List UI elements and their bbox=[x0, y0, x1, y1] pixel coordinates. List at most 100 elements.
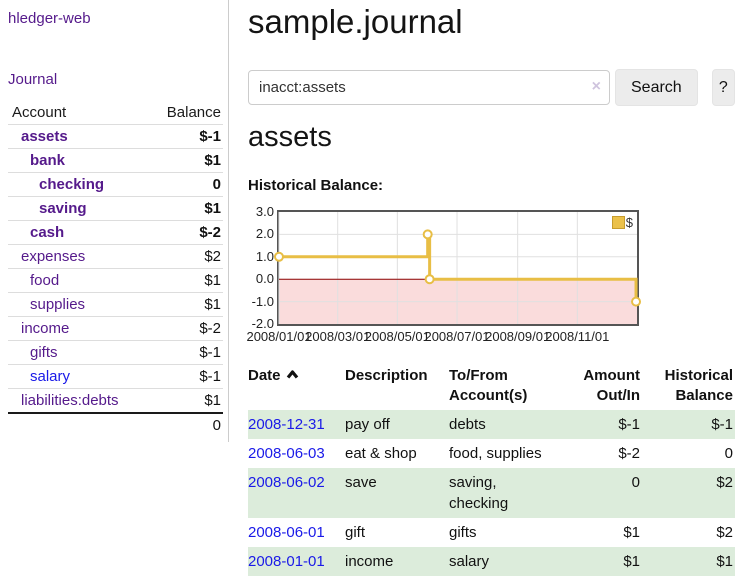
account-link-assets[interactable]: assets bbox=[21, 128, 68, 145]
account-row: expenses $2 bbox=[8, 244, 223, 269]
account-link-salary[interactable]: salary bbox=[30, 368, 71, 385]
search-box: × bbox=[248, 70, 610, 105]
transaction-accounts: food, supplies bbox=[449, 445, 542, 462]
register-header-row: Date Description To/From Account(s) Amount … bbox=[248, 362, 735, 410]
chart-plot-area: $ bbox=[274, 210, 642, 326]
transaction-amount: $-2 bbox=[618, 445, 640, 462]
y-tick-label: 1.0 bbox=[255, 248, 274, 264]
search-button[interactable]: Search bbox=[615, 69, 698, 106]
transaction-description: eat & shop bbox=[345, 445, 417, 462]
main-content: sample.journal × Search ? assets Histori… bbox=[246, 0, 735, 576]
account-link-bank[interactable]: bank bbox=[30, 152, 66, 169]
account-balance: $1 bbox=[148, 148, 223, 173]
register-row: 2008-06-03 eat & shop food, supplies $-2 0 bbox=[248, 439, 735, 468]
transaction-date-link[interactable]: 2008-06-03 bbox=[248, 445, 325, 462]
clear-search-icon[interactable]: × bbox=[591, 78, 601, 95]
account-heading: assets bbox=[248, 121, 332, 153]
account-row: income $-2 bbox=[8, 316, 223, 341]
transaction-date-link[interactable]: 2008-01-01 bbox=[248, 553, 325, 570]
account-balance: $-2 bbox=[148, 316, 223, 341]
sort-ascending-icon bbox=[286, 370, 298, 379]
transaction-description: gift bbox=[345, 524, 366, 541]
transaction-accounts: saving, checking bbox=[449, 468, 557, 518]
account-row: supplies $1 bbox=[8, 292, 223, 317]
account-balance: $1 bbox=[148, 196, 223, 221]
account-row: checking 0 bbox=[8, 172, 223, 197]
transaction-balance: $-1 bbox=[642, 410, 735, 439]
transaction-balance: $1 bbox=[642, 547, 735, 576]
transaction-date-link[interactable]: 2008-06-02 bbox=[248, 474, 325, 491]
account-balance: 0 bbox=[148, 172, 223, 197]
register-row: 2008-01-01 income salary $1 $1 bbox=[248, 547, 735, 576]
register-row: 2008-06-01 gift gifts $1 $2 bbox=[248, 518, 735, 547]
account-row: bank $1 bbox=[8, 148, 223, 173]
register-header-date[interactable]: Date bbox=[248, 362, 345, 410]
accounts-header-balance: Balance bbox=[166, 104, 221, 121]
transaction-balance: 0 bbox=[724, 445, 733, 462]
y-tick-label: 2.0 bbox=[255, 226, 274, 242]
register-header-amount: Amount Out/In bbox=[583, 367, 640, 404]
x-tick-label: 2008/05/01 bbox=[364, 329, 430, 344]
transaction-balance: $2 bbox=[716, 524, 733, 541]
account-balance: $-1 bbox=[148, 340, 223, 365]
y-tick-label: -1.0 bbox=[251, 293, 274, 309]
accounts-table: Account Balance assets $-1 bank $1 checking 0… bbox=[8, 101, 223, 437]
account-balance: $1 bbox=[148, 292, 223, 317]
accounts-total-row: 0 bbox=[8, 412, 223, 437]
x-tick-label: 2008/09/01 bbox=[485, 329, 551, 344]
account-link-expenses[interactable]: expenses bbox=[21, 248, 86, 265]
account-link-food[interactable]: food bbox=[30, 272, 60, 289]
transaction-description: save bbox=[345, 468, 449, 518]
legend-swatch-icon bbox=[611, 216, 625, 229]
register-header-accounts: To/From Account(s) bbox=[449, 367, 528, 404]
account-link-gifts[interactable]: gifts bbox=[30, 344, 58, 361]
account-row: cash $-2 bbox=[8, 220, 223, 245]
transaction-amount: $1 bbox=[557, 547, 642, 576]
account-balance: $1 bbox=[148, 268, 223, 293]
accounts-header-account: Account bbox=[12, 104, 67, 121]
transaction-date-link[interactable]: 2008-06-01 bbox=[248, 524, 325, 541]
accounts-total-balance: 0 bbox=[148, 412, 223, 437]
account-row: saving $1 bbox=[8, 196, 223, 221]
account-link-income[interactable]: income bbox=[21, 320, 70, 337]
x-tick-label: 2008/03/01 bbox=[305, 329, 371, 344]
x-tick-label: 2008/07/01 bbox=[424, 329, 490, 344]
journal-link[interactable]: Journal bbox=[8, 71, 58, 88]
y-tick-label: 3.0 bbox=[255, 204, 274, 219]
account-link-saving[interactable]: saving bbox=[39, 200, 87, 217]
account-balance: $2 bbox=[148, 244, 223, 269]
transaction-accounts: salary bbox=[449, 547, 557, 576]
y-tick-label: -2.0 bbox=[251, 316, 274, 331]
sidebar: hledger-web Journal Account Balance asse… bbox=[0, 0, 229, 442]
help-button[interactable]: ? bbox=[711, 69, 735, 106]
register-table: Date Description To/From Account(s) Amount … bbox=[248, 362, 735, 576]
historical-balance-chart: 3.0 2.0 1.0 0.0 -1.0 -2.0 $ 2008/01/01 2008/03… bbox=[246, 203, 735, 345]
account-row: salary $-1 bbox=[8, 364, 223, 389]
legend-label: $ bbox=[625, 215, 633, 230]
account-link-checking[interactable]: checking bbox=[39, 176, 105, 193]
transaction-accounts: gifts bbox=[449, 524, 477, 541]
app-title-link[interactable]: hledger-web bbox=[8, 10, 91, 27]
account-balance: $1 bbox=[148, 388, 223, 413]
account-row: assets $-1 bbox=[8, 124, 223, 149]
transaction-description: pay off bbox=[345, 410, 449, 439]
page-title: sample.journal bbox=[248, 3, 463, 40]
search-input[interactable] bbox=[248, 70, 610, 105]
account-link-supplies[interactable]: supplies bbox=[30, 296, 86, 313]
account-row: gifts $-1 bbox=[8, 340, 223, 365]
account-row: food $1 bbox=[8, 268, 223, 293]
accounts-header-row: Account Balance bbox=[8, 101, 223, 125]
x-tick-label: 2008/01/01 bbox=[246, 329, 312, 344]
register-row: 2008-12-31 pay off debts $-1 $-1 bbox=[248, 410, 735, 439]
transaction-balance: $2 bbox=[642, 468, 735, 518]
account-balance: $-1 bbox=[148, 124, 223, 149]
transaction-amount: $-1 bbox=[557, 410, 642, 439]
search-form: × Search ? bbox=[248, 69, 735, 106]
account-link-cash[interactable]: cash bbox=[30, 224, 65, 241]
x-tick-label: 2008/11/01 bbox=[545, 329, 610, 344]
transaction-description: income bbox=[345, 547, 449, 576]
transaction-date-link[interactable]: 2008-12-31 bbox=[248, 416, 325, 433]
register-row: 2008-06-02 save saving, checking 0 $2 bbox=[248, 468, 735, 518]
account-link-liabilities-debts[interactable]: liabilities:debts bbox=[21, 392, 119, 409]
transaction-amount: 0 bbox=[557, 468, 642, 518]
